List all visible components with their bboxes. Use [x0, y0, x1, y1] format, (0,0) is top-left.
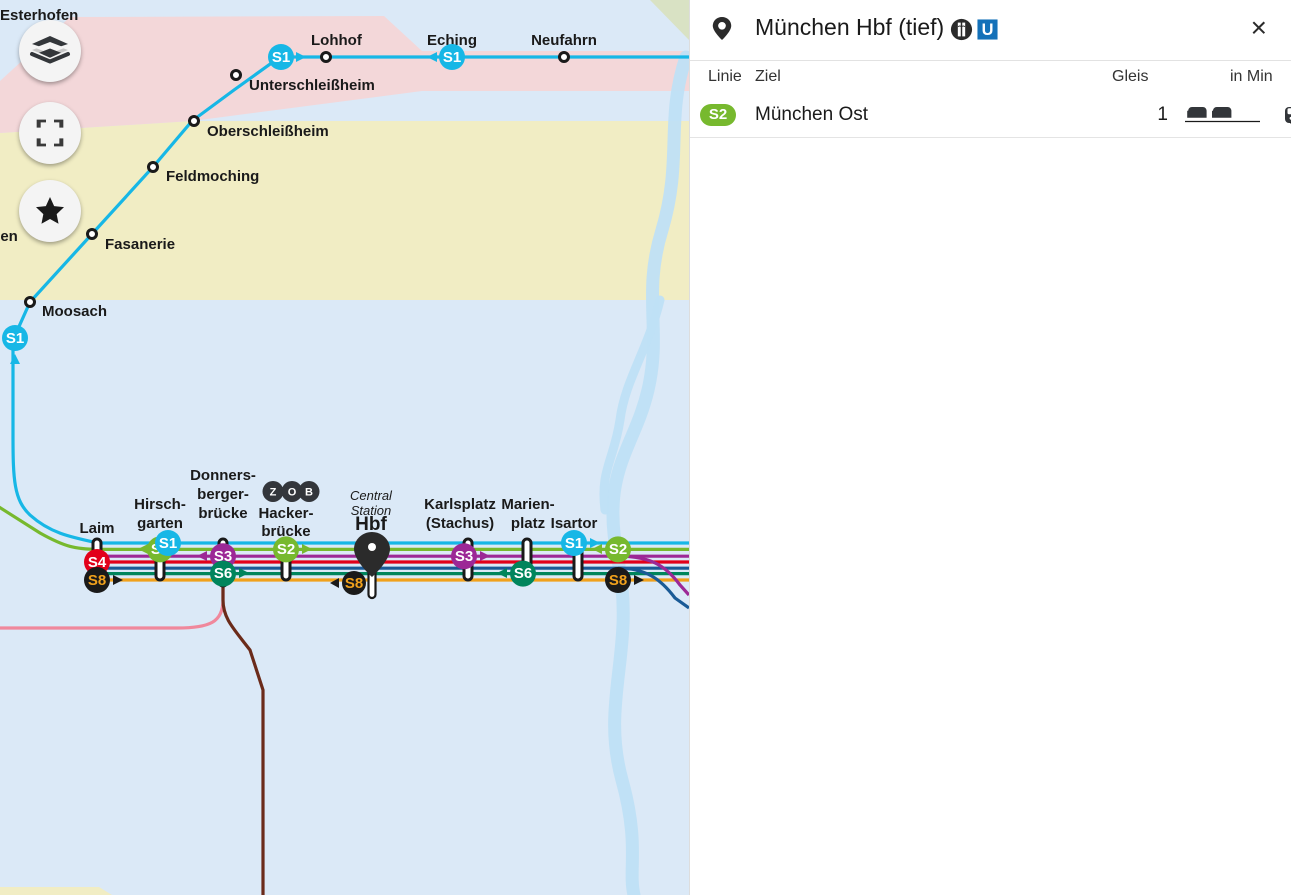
svg-text:S6: S6 [514, 565, 532, 582]
svg-text:S8: S8 [609, 572, 627, 589]
svg-text:S1: S1 [565, 535, 583, 552]
svg-text:Neufahrn: Neufahrn [531, 32, 597, 49]
svg-text:Feldmoching: Feldmoching [166, 168, 259, 185]
svg-text:S1: S1 [443, 49, 461, 66]
svg-text:O: O [288, 487, 297, 499]
svg-text:berger-: berger- [197, 486, 249, 503]
svg-text:(Stachus): (Stachus) [426, 515, 494, 532]
svg-text:Oberschleißheim: Oberschleißheim [207, 123, 329, 140]
svg-text:S1: S1 [159, 535, 177, 552]
svg-text:brücke: brücke [198, 505, 247, 522]
svg-text:Marien-: Marien- [501, 496, 554, 513]
svg-text:Hbf: Hbf [355, 514, 387, 535]
svg-text:Laim: Laim [79, 520, 114, 537]
svg-text:sen: sen [0, 228, 18, 245]
svg-text:Moosach: Moosach [42, 303, 107, 320]
svg-text:S6: S6 [214, 565, 232, 582]
svg-text:Hirsch-: Hirsch- [134, 496, 186, 513]
svg-text:Z: Z [270, 487, 277, 499]
svg-text:Fasanerie: Fasanerie [105, 236, 175, 253]
svg-text:U: U [982, 21, 994, 39]
svg-text:S3: S3 [455, 548, 473, 565]
svg-text:Lohhof: Lohhof [311, 32, 363, 49]
svg-text:Donners-: Donners- [190, 467, 256, 484]
svg-text:S2: S2 [277, 541, 295, 558]
svg-text:B: B [305, 487, 313, 499]
svg-text:platz: platz [511, 515, 545, 532]
svg-text:S2: S2 [609, 541, 627, 558]
svg-text:Unterschleißheim: Unterschleißheim [249, 77, 375, 94]
svg-text:S8: S8 [345, 575, 363, 592]
svg-text:S1: S1 [6, 330, 24, 347]
svg-text:S8: S8 [88, 572, 106, 589]
svg-text:Isartor: Isartor [551, 515, 598, 532]
svg-text:brücke: brücke [261, 523, 310, 540]
svg-text:garten: garten [137, 515, 183, 532]
svg-text:Karlsplatz: Karlsplatz [424, 496, 496, 513]
svg-text:S1: S1 [272, 49, 290, 66]
svg-text:Hacker-: Hacker- [258, 505, 313, 522]
svg-text:Central: Central [350, 488, 393, 503]
